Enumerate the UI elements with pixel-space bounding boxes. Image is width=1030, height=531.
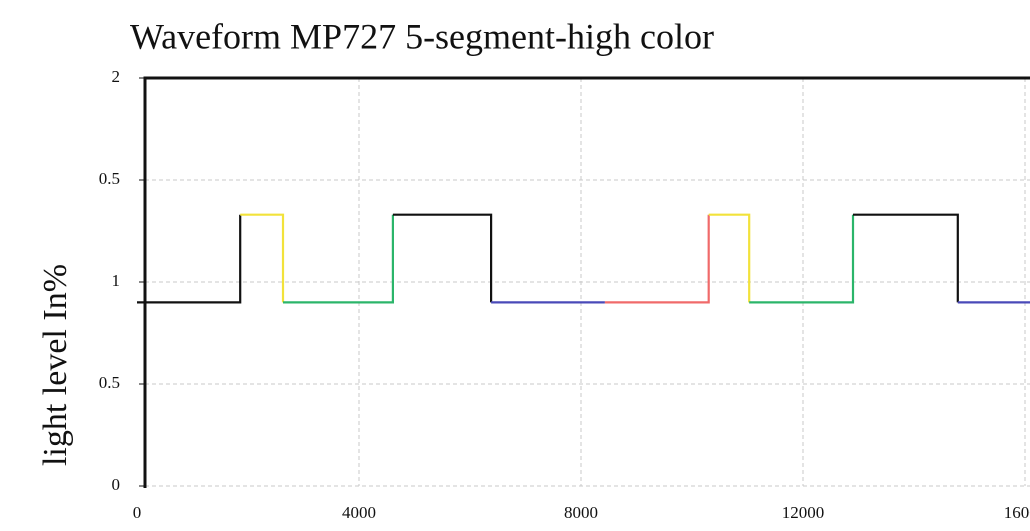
waveform-segment	[240, 213, 285, 303]
y-tick-label: 2	[112, 67, 121, 86]
waveform-segment	[749, 214, 855, 304]
y-tick-label: 0.5	[99, 373, 120, 392]
y-tick-label: 0	[112, 475, 121, 494]
x-tick-label: 4000	[342, 503, 376, 522]
waveform-segment	[708, 213, 751, 303]
waveform-segment	[604, 214, 710, 304]
x-tick-label: 8000	[564, 503, 598, 522]
x-tick-label: 0	[133, 503, 142, 522]
y-axis-label: light level In%	[37, 264, 74, 466]
waveform-segment	[283, 214, 394, 304]
waveform-segment	[392, 213, 493, 303]
chart-title: Waveform MP727 5-segment-high color	[130, 16, 714, 56]
y-tick-label: 0.5	[99, 169, 120, 188]
y-tick-label: 1	[112, 271, 121, 290]
waveform-segment	[853, 213, 959, 303]
x-tick-label: 16000	[1004, 503, 1030, 522]
waveform-segment	[137, 214, 242, 304]
x-tick-label: 12000	[782, 503, 825, 522]
